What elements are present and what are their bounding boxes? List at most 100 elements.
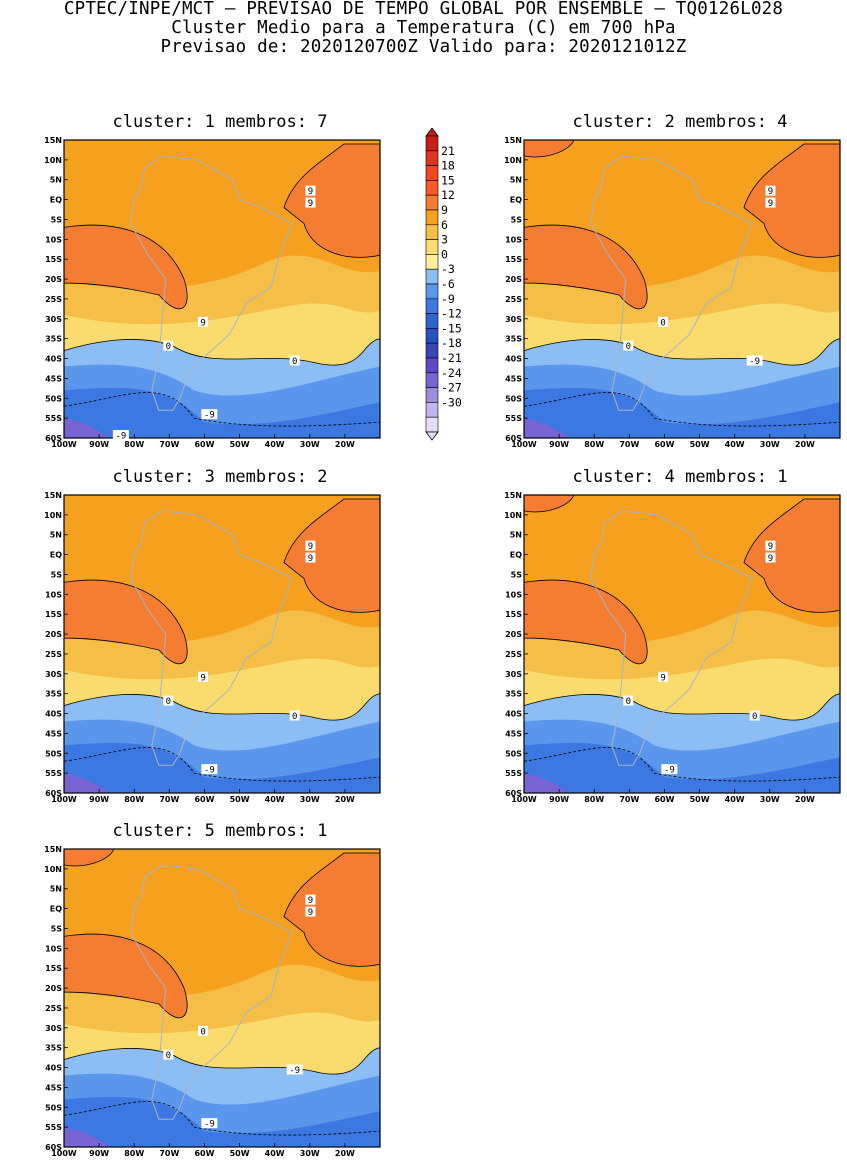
colorbar-swatch [425,387,439,403]
contour-label: 0 [752,712,757,722]
colorbar-label: -18 [441,336,462,350]
colorbar-top-arrow [425,128,439,137]
lon-tick-label: 20W [795,795,815,804]
lon-tick-label: 40W [725,795,745,804]
contour-label-box [623,695,634,706]
colorbar-swatch [425,283,439,300]
contour-label-box [305,540,316,551]
contour-label: 0 [166,1051,171,1061]
header-line-1: CPTEC/INPE/MCT – PREVISAO DE TEMPO GLOBA… [63,0,784,19]
map-5: 15N 10N 5N EQ 5S 10S 15S 20S 25S 30S 35S 40S 45S 50S 5… [44,845,381,1158]
contour-minus9 [63,747,381,782]
lon-tick-label: 80W [124,1149,144,1158]
contour-label-box [163,340,174,351]
contour-zero [523,338,841,366]
lon-tick-label: 90W [89,440,109,449]
lon-tick-label: 70W [159,795,179,804]
lat-tick-label: 50S [505,749,522,758]
lon-tick-label: 20W [795,440,815,449]
panel-title-5: cluster: 5 membros: 1 [112,821,328,841]
colorbar-label: -3 [441,262,455,276]
lon-tick-label: 30W [300,1149,320,1158]
map-panel-5: cluster: 5 membros: 1 15N 10N 5N EQ 5S 10S 15S… [30,821,410,1161]
contour-label: 0 [200,1027,205,1037]
lon-tick-label: 30W [760,795,780,804]
lat-tick-label: 10N [44,865,62,874]
lon-tick-label: 70W [619,795,639,804]
contour-zero [63,693,381,721]
lat-tick-label: 25S [45,1004,62,1013]
lon-tick-label: 90W [89,795,109,804]
warm-region-pacific [63,224,188,310]
lon-tick-label: 100W [51,795,77,804]
lat-tick-label: 50S [45,394,62,403]
band-minus21 [64,773,109,793]
contour-label-box [623,340,634,351]
lat-tick-label: 5S [51,570,63,579]
lat-tick-label: 40S [45,1064,62,1073]
contour-label: 0 [626,342,631,352]
contour-label: 0 [166,342,171,352]
contour-label: -9 [749,357,760,367]
lon-tick-label: 80W [584,440,604,449]
lat-tick-label: 10N [504,511,522,520]
lat-tick-label: 30S [45,1024,62,1033]
colorbar-label: 18 [441,159,455,173]
colorbar-bottom-arrow [425,431,439,441]
map-frame [523,139,841,439]
lat-tick-label: 5N [50,885,62,894]
lat-tick-label: EQ [50,551,62,560]
lat-tick-label: 35S [45,1044,62,1053]
lat-tick-label: 10N [44,511,62,520]
colorbar-swatch [425,224,439,240]
lat-tick-label: 15N [504,491,522,500]
colorbar-swatch [425,357,439,374]
contour-label-box [746,355,763,366]
lat-tick-label: 40S [45,355,62,364]
colorbar-swatch [425,342,439,359]
lat-tick-label: 30S [505,670,522,679]
lat-tick-label: 60S [45,789,62,798]
contour-label: 9 [200,318,205,328]
colorbar-label: -6 [441,277,455,291]
lon-tick-label: 50W [690,440,710,449]
lat-tick-label: 35S [45,335,62,344]
contour-label-box [658,316,669,327]
contour-zero [63,1047,381,1075]
map-4: 15N 10N 5N EQ 5S 10S 15S 20S 25S 30S 35S 40S 45S 50S 5… [504,491,841,804]
lon-tick-label: 60W [654,440,674,449]
lat-tick-label: 35S [45,690,62,699]
contour-label: 9 [308,199,313,209]
lat-tick-label: 10S [505,590,522,599]
lon-tick-label: 50W [230,1149,250,1158]
lon-tick-label: 70W [619,440,639,449]
contour-minus9 [523,747,841,782]
lat-tick-label: 35S [505,335,522,344]
warm-region-pacific [63,579,188,665]
contour-label-box [661,764,678,775]
lon-tick-label: 30W [300,795,320,804]
panel-title-2: cluster: 2 membros: 4 [572,112,788,132]
contour-label-box [289,355,300,366]
lon-tick-label: 100W [51,1149,77,1158]
lon-tick-label: 30W [760,440,780,449]
band-minus9-minus6 [64,1096,380,1147]
lat-tick-label: 5N [510,531,522,540]
lat-tick-label: 10N [44,156,62,165]
map-2: 15N 10N 5N EQ 5S 10S 15S 20S 25S 30S 35S 40S 45S 50S 5… [504,136,841,449]
contour-label-box [198,671,209,682]
colorbar-swatch [425,165,439,181]
contour-label: 9 [308,542,313,552]
colorbar-swatch [425,209,439,226]
contour-label-box [289,710,300,721]
lat-tick-label: 20S [505,630,522,639]
lon-tick-label: 60W [194,795,214,804]
lon-tick-label: 100W [51,440,77,449]
lat-tick-label: 30S [45,315,62,324]
lat-tick-label: 15S [45,255,62,264]
lat-tick-label: 55S [505,414,522,423]
lat-tick-label: 25S [505,295,522,304]
lat-tick-label: 5S [51,924,63,933]
colorbar-swatch [425,372,439,388]
colorbar-swatch [425,239,439,255]
